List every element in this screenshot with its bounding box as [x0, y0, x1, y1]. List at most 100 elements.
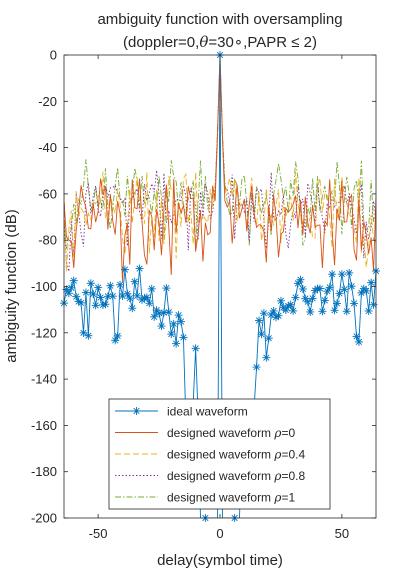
data-point-ideal	[337, 270, 346, 279]
data-point-ideal	[306, 307, 315, 316]
data-point-ideal	[157, 322, 166, 331]
series-line-rho-0.4	[64, 55, 376, 272]
data-point-ideal	[69, 276, 78, 285]
data-point-ideal	[162, 284, 171, 293]
data-point-ideal	[259, 309, 268, 318]
data-point-ideal	[350, 299, 359, 308]
data-point-ideal	[269, 306, 278, 315]
data-point-ideal	[113, 331, 122, 340]
legend-label-prefix: designed waveform	[167, 491, 274, 505]
x-tick-label: -50	[89, 526, 108, 541]
legend-label: designed waveform ρ=0.4	[167, 448, 305, 462]
y-tick-label: -80	[38, 233, 57, 248]
title-theta: θ	[199, 33, 208, 51]
series-line-ideal-waveform	[64, 55, 376, 518]
data-point-ideal	[296, 275, 305, 284]
data-point-ideal	[303, 297, 312, 306]
data-point-ideal	[111, 336, 120, 345]
legend-rho: ρ	[273, 448, 281, 462]
axes-layer: 0 -20 -40 -60 -80 -100 -120 -140 -160 -180 -200 -50…	[31, 48, 376, 541]
series-layer	[64, 55, 376, 518]
series-line-rho-0	[64, 55, 376, 282]
data-point-ideal	[172, 339, 181, 348]
legend-rho: ρ	[273, 426, 281, 440]
data-point-ideal	[191, 344, 200, 353]
legend-rho-value: =0	[281, 426, 295, 440]
data-point-ideal	[130, 277, 139, 286]
data-point-ideal	[123, 289, 132, 298]
data-point-ideal	[318, 307, 327, 316]
title-prefix: (doppler=0,	[123, 34, 199, 51]
data-point-ideal	[340, 285, 349, 294]
data-point-ideal	[164, 308, 173, 317]
data-point-ideal	[81, 288, 90, 297]
data-point-ideal	[274, 311, 283, 320]
data-point-ideal	[328, 270, 337, 279]
data-point-ideal	[77, 298, 86, 307]
data-point-ideal	[291, 293, 300, 302]
y-tick-label: 0	[50, 48, 57, 63]
legend-label-prefix: designed waveform	[167, 469, 274, 483]
data-point-ideal	[86, 279, 95, 288]
data-point-ideal	[362, 286, 371, 295]
legend-rho-value: =0.8	[281, 469, 305, 483]
data-point-ideal	[96, 293, 105, 302]
data-point-ideal	[315, 284, 324, 293]
data-point-ideal	[89, 290, 98, 299]
legend-label: designed waveform ρ=0	[167, 426, 295, 440]
data-point-ideal	[289, 306, 298, 315]
data-point-ideal	[262, 353, 271, 362]
data-point-ideal	[333, 299, 341, 308]
data-point-ideal	[133, 291, 142, 300]
data-point-ideal	[128, 304, 137, 313]
data-point-ideal	[323, 287, 332, 296]
legend-label-prefix: designed waveform	[167, 448, 274, 462]
legend-label: designed waveform ρ=1	[167, 491, 295, 505]
x-tick-label: 50	[335, 526, 349, 541]
data-point-ideal	[79, 328, 88, 337]
data-point-ideal	[155, 309, 164, 318]
data-point-ideal	[94, 283, 103, 292]
data-point-ideal	[367, 278, 376, 287]
data-point-ideal	[252, 363, 261, 372]
data-point-ideal	[281, 306, 290, 315]
title-suffix: =30∘,PAPR ≤ 2)	[208, 34, 317, 51]
data-point-ideal	[101, 300, 110, 309]
data-point-ideal	[255, 316, 263, 325]
data-point-ideal	[169, 319, 178, 328]
y-tick-label: -40	[38, 140, 57, 155]
data-point-ideal	[174, 311, 183, 320]
data-point-ideal	[67, 283, 76, 292]
legend-rho: ρ	[273, 491, 281, 505]
data-point-ideal	[116, 280, 125, 289]
data-point-ideal	[108, 292, 117, 301]
data-point-ideal	[308, 294, 317, 303]
data-point-ideal	[364, 306, 373, 315]
data-point-ideal	[276, 296, 285, 305]
data-point-ideal	[325, 283, 334, 292]
data-point-ideal	[298, 284, 307, 293]
data-point-ideal	[342, 307, 351, 316]
y-axis-label: ambiguity function (dB)	[3, 209, 20, 362]
data-point-ideal	[179, 333, 188, 342]
y-tick-label: -20	[38, 94, 57, 109]
y-tick-label: -200	[31, 511, 57, 526]
y-tick-label: -140	[31, 372, 57, 387]
data-point-ideal	[267, 310, 276, 319]
data-point-ideal	[159, 308, 168, 317]
legend-label: designed waveform ρ=0.8	[167, 469, 305, 483]
data-point-ideal	[145, 299, 154, 308]
y-tick-label: -100	[31, 279, 57, 294]
data-point-ideal	[103, 292, 112, 301]
data-point-ideal	[125, 294, 134, 303]
data-point-ideal	[177, 317, 185, 326]
x-tick-label: 0	[216, 526, 223, 541]
legend-rho: ρ	[273, 469, 281, 483]
data-point-ideal	[330, 306, 339, 315]
data-point-ideal	[91, 301, 100, 310]
y-tick-label: -160	[31, 418, 57, 433]
data-point-ideal	[84, 331, 93, 340]
data-point-ideal	[120, 265, 129, 274]
